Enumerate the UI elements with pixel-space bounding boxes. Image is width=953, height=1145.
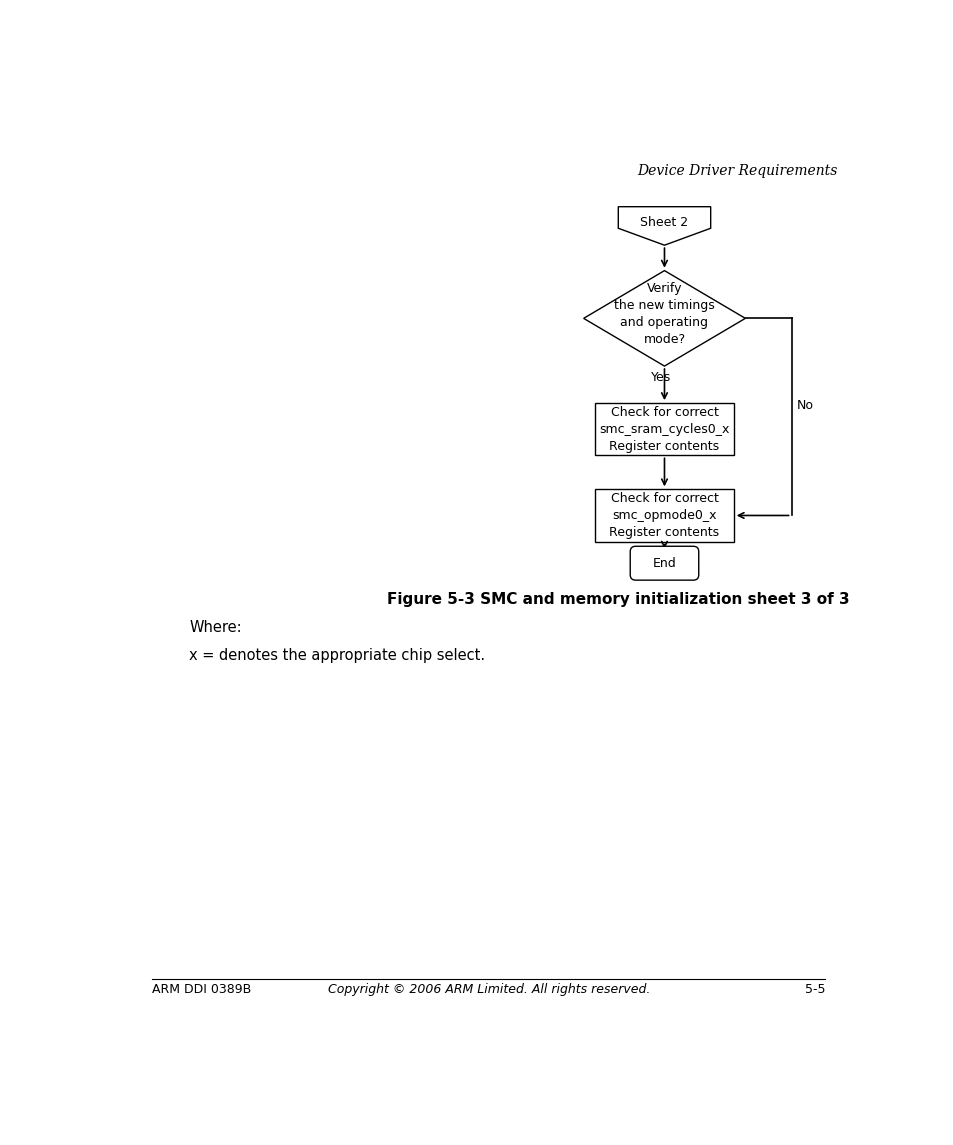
Text: ARM DDI 0389B: ARM DDI 0389B <box>152 982 252 996</box>
Text: Device Driver Requirements: Device Driver Requirements <box>637 165 837 179</box>
Text: Sheet 2: Sheet 2 <box>639 215 688 229</box>
Text: Copyright © 2006 ARM Limited. All rights reserved.: Copyright © 2006 ARM Limited. All rights… <box>328 982 649 996</box>
Text: No: No <box>796 398 813 412</box>
Text: Check for correct
smc_opmode0_x
Register contents: Check for correct smc_opmode0_x Register… <box>609 492 719 539</box>
Text: Where:: Where: <box>190 621 242 635</box>
Polygon shape <box>583 270 744 366</box>
Text: Verify
the new timings
and operating
mode?: Verify the new timings and operating mod… <box>614 282 714 346</box>
Text: Figure 5-3 SMC and memory initialization sheet 3 of 3: Figure 5-3 SMC and memory initialization… <box>387 592 849 607</box>
Polygon shape <box>618 207 710 245</box>
Text: End: End <box>652 556 676 570</box>
Text: Check for correct
smc_sram_cycles0_x
Register contents: Check for correct smc_sram_cycles0_x Reg… <box>598 405 729 452</box>
FancyBboxPatch shape <box>595 489 733 542</box>
FancyBboxPatch shape <box>630 546 698 581</box>
FancyBboxPatch shape <box>595 403 733 456</box>
Text: 5-5: 5-5 <box>804 982 824 996</box>
Text: x = denotes the appropriate chip select.: x = denotes the appropriate chip select. <box>190 648 485 663</box>
Text: Yes: Yes <box>650 371 670 384</box>
